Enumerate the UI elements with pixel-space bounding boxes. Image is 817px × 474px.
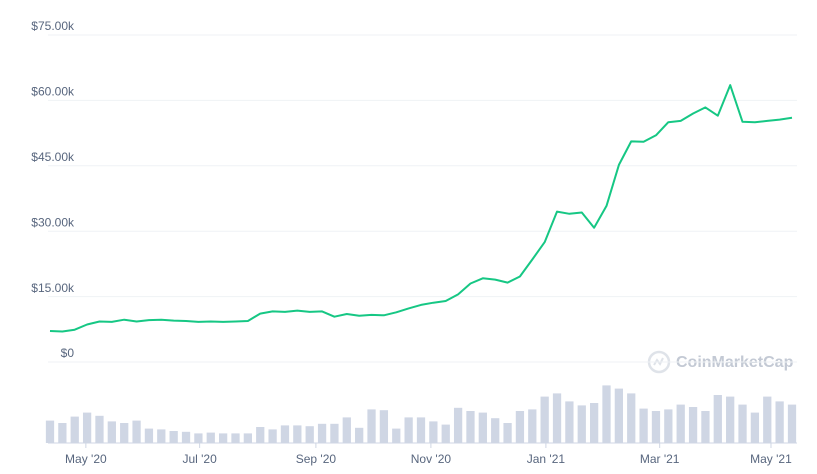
y-tick-label: $45.00k <box>31 150 75 164</box>
volume-bar <box>540 396 549 443</box>
volume-bar <box>577 405 586 443</box>
volume-bar <box>107 421 116 443</box>
volume-bar <box>45 420 55 443</box>
watermark: CoinMarketCap <box>676 354 794 371</box>
volume-bar <box>639 408 648 443</box>
y-tick-label: $30.00k <box>31 215 75 229</box>
volume-bar <box>651 411 661 443</box>
volume-bar <box>82 412 92 443</box>
volume-bar <box>688 407 698 443</box>
volume-bar <box>157 429 166 443</box>
volume-bar <box>379 410 389 443</box>
volume-bar <box>194 433 203 443</box>
volume-bar <box>676 404 685 443</box>
volume-bar <box>750 412 760 443</box>
volume-bar <box>701 411 710 443</box>
volume-bar <box>441 424 450 443</box>
volume-bar <box>58 423 67 443</box>
volume-bar <box>181 431 191 443</box>
volume-bar <box>206 432 215 443</box>
volume-bar <box>552 393 562 443</box>
volume-bar <box>565 401 574 443</box>
volume-bar <box>528 409 537 443</box>
volume-bar <box>355 427 364 443</box>
x-tick-label: Nov '20 <box>411 452 452 466</box>
y-tick-label: $0 <box>61 346 75 360</box>
x-tick-label: May '21 <box>750 452 792 466</box>
volume-bar <box>169 431 178 443</box>
volume-bar <box>70 416 79 443</box>
volume-bar <box>478 412 487 443</box>
x-tick-label: May '20 <box>65 452 107 466</box>
volume-bar <box>132 420 141 443</box>
volume-bar <box>367 409 376 443</box>
volume-bar <box>713 395 722 443</box>
volume-bar <box>280 425 290 443</box>
volume-bar <box>429 421 438 443</box>
volume-bar <box>256 427 265 443</box>
volume-bar <box>503 423 512 443</box>
volume-bar <box>120 423 129 443</box>
volume-bar <box>243 433 253 443</box>
volume-bar <box>491 418 500 443</box>
x-tick-label: Sep '20 <box>296 452 337 466</box>
volume-bar <box>453 407 463 443</box>
volume-bar <box>231 433 240 443</box>
y-tick-label: $75.00k <box>31 19 75 33</box>
x-tick-label: Jul '20 <box>182 452 217 466</box>
volume-bar <box>627 393 636 443</box>
volume-bar <box>589 403 599 443</box>
y-tick-label: $15.00k <box>31 281 75 295</box>
volume-bar <box>95 415 104 443</box>
volume-bar <box>293 425 302 443</box>
volume-bar <box>305 426 314 443</box>
volume-bar <box>404 417 413 443</box>
volume-bar <box>787 404 797 443</box>
volume-bar <box>330 423 339 443</box>
volume-bar <box>602 385 611 443</box>
volume-bar <box>738 404 747 443</box>
volume-bar <box>218 433 228 443</box>
volume-bar <box>614 388 624 443</box>
volume-bar <box>342 417 351 443</box>
y-tick-label: $60.00k <box>31 85 75 99</box>
volume-bar <box>416 417 426 443</box>
volume-bar <box>775 401 784 443</box>
volume-bar <box>466 411 475 443</box>
x-tick-label: Jan '21 <box>527 452 566 466</box>
volume-bar <box>392 428 401 443</box>
volume-bar <box>317 423 327 443</box>
volume-bar <box>726 396 735 443</box>
volume-bar <box>664 409 673 443</box>
volume-bar <box>515 411 525 443</box>
x-tick-label: Mar '21 <box>640 452 680 466</box>
volume-bar <box>268 429 277 443</box>
volume-bar <box>763 396 772 443</box>
volume-bar <box>144 428 154 443</box>
price-line <box>49 84 793 333</box>
